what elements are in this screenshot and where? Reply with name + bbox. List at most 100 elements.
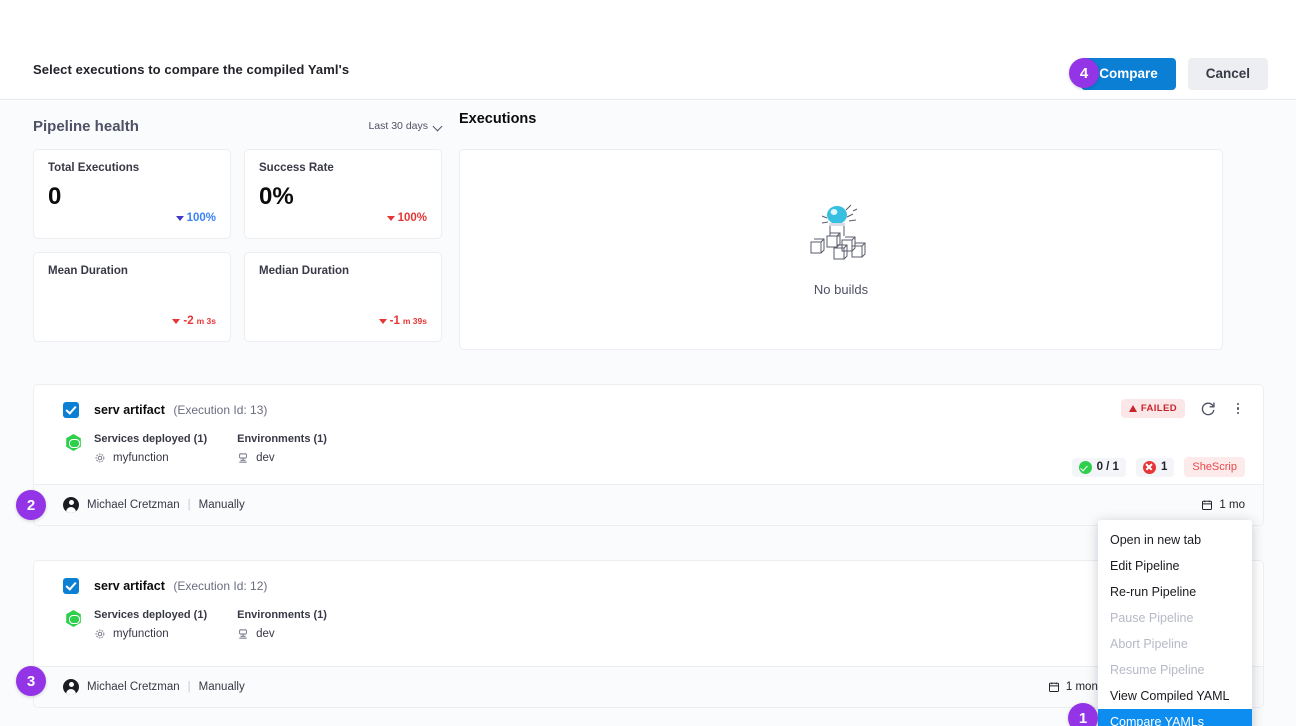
menu-item-edit-pipeline[interactable]: Edit Pipeline	[1110, 559, 1180, 573]
environment-icon	[239, 629, 247, 639]
header-actions: Compare Cancel	[1081, 58, 1268, 90]
no-builds-label: No builds	[813, 282, 869, 297]
step-badge-3: 3	[16, 666, 46, 696]
service-item: myfunction	[94, 452, 207, 464]
executions-panel: Executions	[459, 111, 1223, 350]
execution-row-1-meta: Services deployed (1) myfunction Environ…	[65, 433, 1245, 464]
page-title: Select executions to compare the compile…	[33, 62, 350, 77]
status-badge: FAILED	[1120, 399, 1185, 418]
stat-failed-value: 1	[1160, 461, 1168, 473]
execution-id: (Execution Id: 13)	[173, 403, 268, 417]
avatar	[63, 497, 79, 513]
environments-label: Environments (1)	[237, 609, 327, 621]
triggered-by-user: Michael Cretzman	[87, 681, 180, 693]
triangle-down-icon	[172, 318, 181, 324]
executions-title: Executions	[459, 111, 537, 127]
triangle-down-icon	[378, 318, 387, 324]
execution-row-2-checkbox[interactable]	[63, 578, 79, 594]
no-builds-illustration-icon	[810, 204, 866, 260]
trigger-type: Manually	[198, 499, 245, 511]
execution-row-1-title: serv artifact (Execution Id: 13)	[94, 401, 267, 419]
menu-item-open-in-new-tab[interactable]: Open in new tab	[1110, 533, 1202, 547]
metric-label: Success Rate	[259, 162, 334, 174]
execution-row-1-footer: Michael Cretzman | Manually 1 mo	[34, 484, 1263, 525]
cancel-button[interactable]: Cancel	[1187, 58, 1268, 90]
metric-label: Mean Duration	[48, 265, 128, 277]
menu-item-pause-pipeline: Pause Pipeline	[1110, 611, 1194, 625]
warning-triangle-icon	[1128, 405, 1137, 412]
execution-row[interactable]: serv artifact (Execution Id: 12) Service…	[33, 560, 1264, 708]
menu-item-rerun-pipeline[interactable]: Re-run Pipeline	[1110, 585, 1197, 599]
execution-id: (Execution Id: 12)	[173, 579, 268, 593]
content-area: Pipeline health Last 30 days Total Execu…	[0, 101, 1296, 726]
triggered-by-user: Michael Cretzman	[87, 499, 180, 511]
menu-item-abort-pipeline: Abort Pipeline	[1110, 637, 1188, 651]
refresh-icon[interactable]	[1199, 400, 1217, 418]
metric-delta: 100%	[175, 212, 216, 224]
metric-card-total-executions: Total Executions 0 100%	[33, 149, 231, 239]
avatar	[63, 679, 79, 695]
execution-time-label: 1 mo	[1219, 499, 1245, 511]
divider: |	[187, 681, 191, 693]
execution-name: serv artifact	[94, 403, 165, 417]
metric-delta-value: 100%	[186, 212, 216, 224]
check-circle-icon	[1078, 460, 1092, 474]
service-hex-icon	[66, 610, 81, 627]
menu-item-view-compiled-yaml[interactable]: View Compiled YAML	[1110, 689, 1230, 703]
pipeline-context-menu: Open in new tab Edit Pipeline Re-run Pip…	[1098, 520, 1252, 726]
execution-row-2-footer: Michael Cretzman | Manually 1 month ago	[34, 666, 1263, 707]
services-deployed-label: Services deployed (1)	[94, 433, 208, 445]
date-range-select[interactable]: Last 30 days	[368, 120, 443, 132]
menu-item-resume-pipeline: Resume Pipeline	[1110, 663, 1205, 677]
execution-row-2-footer-left: Michael Cretzman | Manually	[63, 679, 245, 695]
service-name: myfunction	[113, 628, 169, 640]
status-label: FAILED	[1140, 403, 1177, 414]
environment-name: dev	[256, 452, 275, 464]
metric-delta-value: -2	[183, 315, 194, 327]
step-badge-4: 4	[1069, 58, 1099, 88]
environment-icon	[239, 453, 247, 463]
execution-row[interactable]: serv artifact (Execution Id: 13) Service…	[33, 384, 1264, 526]
execution-name: serv artifact	[94, 579, 165, 593]
metric-delta-unit: m 39s	[402, 316, 427, 326]
metric-value: 0	[48, 183, 62, 210]
meta-columns: Services deployed (1) myfunction Environ…	[94, 433, 327, 464]
stat-failed: 1	[1135, 457, 1175, 477]
execution-row-2-body: serv artifact (Execution Id: 12) Service…	[34, 561, 1263, 661]
compare-yamls-menu-item[interactable]: Compare YAMLs	[1098, 709, 1252, 726]
step-badge-1: 1	[1068, 703, 1098, 726]
execution-time: 1 mo	[1201, 499, 1245, 511]
execution-row-1-footer-left: Michael Cretzman | Manually	[63, 497, 245, 513]
execution-row-2-meta: Services deployed (1) myfunction Environ…	[65, 609, 1245, 640]
pipeline-health-header: Pipeline health Last 30 days	[33, 111, 443, 141]
metric-card-median-duration: Median Duration -1 m 39s	[244, 252, 442, 342]
environment-item: dev	[237, 628, 327, 640]
execution-row-1-actions: FAILED	[1120, 399, 1245, 418]
triangle-down-icon	[175, 215, 184, 221]
service-name: myfunction	[113, 452, 169, 464]
stage-tag: SheScrip	[1184, 457, 1245, 477]
more-options-icon[interactable]	[1231, 402, 1245, 415]
metric-label: Median Duration	[259, 265, 350, 277]
metric-value: 0%	[259, 183, 294, 210]
date-range-label: Last 30 days	[368, 120, 428, 132]
execution-row-2-title: serv artifact (Execution Id: 12)	[94, 577, 267, 595]
environment-item: dev	[237, 452, 327, 464]
chevron-down-icon	[434, 122, 443, 131]
metric-card-success-rate: Success Rate 0% 100%	[244, 149, 442, 239]
triangle-down-icon	[386, 215, 395, 221]
execution-row-1-checkbox[interactable]	[63, 402, 79, 418]
metric-card-list: Total Executions 0 100% Success Rate 0% …	[33, 149, 443, 342]
service-item: myfunction	[94, 628, 207, 640]
stat-success-value: 0 / 1	[1096, 461, 1119, 473]
gear-icon	[95, 453, 105, 463]
services-deployed-column: Services deployed (1) myfunction	[94, 433, 207, 464]
execution-row-1-footer-right: 1 mo	[1201, 499, 1245, 511]
services-deployed-column: Services deployed (1) myfunction	[94, 609, 207, 640]
metric-delta-unit: m 3s	[196, 316, 216, 326]
metric-delta: -2 m 3s	[172, 315, 216, 327]
calendar-icon	[1202, 500, 1213, 510]
execution-row-2-header: serv artifact (Execution Id: 12)	[63, 577, 1245, 595]
calendar-icon	[1048, 682, 1059, 692]
environments-column: Environments (1) dev	[237, 609, 327, 640]
